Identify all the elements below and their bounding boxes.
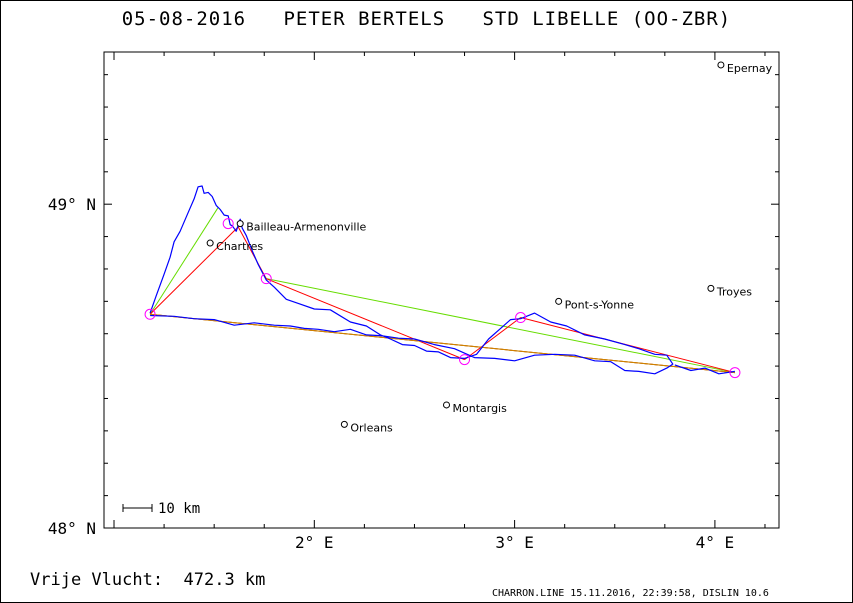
axis-tick-labels: 48° N 49° N 2° E 3° E 4° E — [48, 195, 734, 552]
turnpoint-marker — [729, 367, 741, 379]
free-flight-distance: Vrije Vlucht: 472.3 km — [30, 570, 266, 590]
place-marker — [206, 239, 214, 247]
place-label: Epernay — [727, 62, 773, 75]
turnpoints — [144, 218, 741, 379]
plot-border — [103, 51, 780, 529]
leg-green — [149, 207, 219, 315]
axis-ticks — [104, 52, 779, 529]
lat-tick-label: 48° N — [48, 519, 96, 538]
turnpoint-marker — [515, 312, 527, 324]
lat-tick-label: 49° N — [48, 195, 96, 214]
leg-green — [266, 278, 736, 374]
place-marker — [717, 61, 725, 69]
scale-bar-label: 10 km — [158, 501, 200, 517]
track-line-east — [674, 364, 735, 375]
place-label: Orleans — [350, 421, 393, 434]
scale-bar: 10 km — [122, 501, 200, 517]
task-legs — [149, 207, 736, 374]
place-markers: Epernay Bailleau-Armenonville Chartres Pont… — [206, 61, 773, 434]
turnpoint-marker — [144, 308, 156, 320]
lon-tick-label: 3° E — [495, 533, 534, 552]
lon-tick-label: 2° E — [295, 533, 334, 552]
place-label: Montargis — [453, 402, 508, 415]
place-label: Pont-s-Yonne — [565, 298, 635, 311]
place-marker — [443, 401, 451, 409]
turnpoint-marker — [260, 273, 272, 285]
lon-tick-label: 4° E — [696, 533, 735, 552]
turnpoint-marker — [222, 218, 234, 230]
leg-orange — [150, 313, 735, 374]
place-label: Chartres — [216, 240, 263, 253]
track-line — [149, 185, 674, 375]
flight-track — [149, 185, 735, 375]
leg-red — [266, 278, 465, 361]
place-marker — [340, 420, 348, 428]
place-label: Bailleau-Armenonville — [246, 221, 366, 234]
place-label: Troyes — [716, 285, 752, 298]
place-marker — [707, 284, 715, 292]
leg-red — [464, 317, 521, 361]
place-marker — [555, 297, 563, 305]
turnpoint-marker — [459, 354, 471, 366]
flight-title: 05-08-2016 PETER BERTELS STD LIBELLE (OO… — [121, 8, 732, 30]
leg-red — [149, 226, 239, 315]
place-marker — [236, 220, 244, 228]
generator-info: CHARRON.LINE 15.11.2016, 22:39:58, DISLI… — [492, 588, 769, 599]
